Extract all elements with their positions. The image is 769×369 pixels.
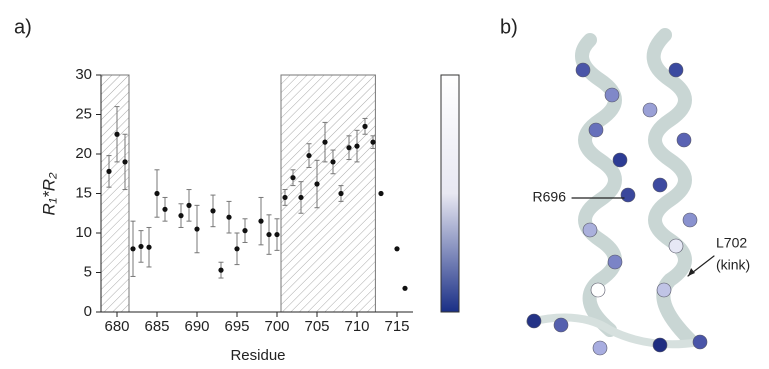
data-point [330,159,335,164]
x-tick-label: 690 [184,318,209,335]
x-tick-label: 695 [224,318,249,335]
structure-label: L702 [716,235,747,251]
data-point [162,207,167,212]
data-point [282,195,287,200]
data-point [114,132,119,137]
data-point [394,246,399,251]
panel-label: a) [14,16,32,38]
x-tick-label: 680 [104,318,129,335]
y-axis-label: R₁*R₂ [39,172,58,216]
data-point [354,144,359,149]
structure-label: R696 [533,189,567,205]
data-point [362,124,367,129]
data-point [122,159,127,164]
data-point [290,175,295,180]
data-point [218,268,223,273]
data-point [106,169,111,174]
panel-label: b) [500,16,518,38]
y-tick-label: 25 [75,105,92,122]
data-point [146,245,151,250]
data-point [178,213,183,218]
data-point [186,203,191,208]
data-point [322,140,327,145]
y-tick-label: 30 [75,66,92,83]
data-point [306,153,311,158]
data-point [402,286,407,291]
x-axis-label: Residue [230,347,285,364]
x-tick-label: 685 [144,318,169,335]
x-tick-label: 705 [304,318,329,335]
data-point [338,191,343,196]
shaded-region [101,75,129,312]
data-point [234,246,239,251]
data-point [346,145,351,150]
y-tick-label: 20 [75,145,92,162]
data-point [266,232,271,237]
structure-label: (kink) [716,257,750,273]
data-point [274,232,279,237]
y-tick-label: 10 [75,224,92,241]
data-point [242,228,247,233]
y-tick-label: 15 [75,184,92,201]
x-tick-label: 700 [264,318,289,335]
data-point [378,191,383,196]
data-point [314,181,319,186]
figure: a) b) Residue R₁*R₂ R696 L702 (kink) 0 5 1… [0,0,769,369]
y-tick-label: 0 [84,303,92,320]
data-point [194,226,199,231]
data-point [130,246,135,251]
data-point [258,219,263,224]
data-point [138,244,143,249]
data-point [298,195,303,200]
colorbar [441,75,459,312]
x-tick-label: 710 [344,318,369,335]
data-point [154,191,159,196]
data-point [370,140,375,145]
data-point [210,208,215,213]
shaded-region [281,75,375,312]
y-tick-label: 5 [84,263,92,280]
data-point [226,215,231,220]
x-tick-label: 715 [384,318,409,335]
